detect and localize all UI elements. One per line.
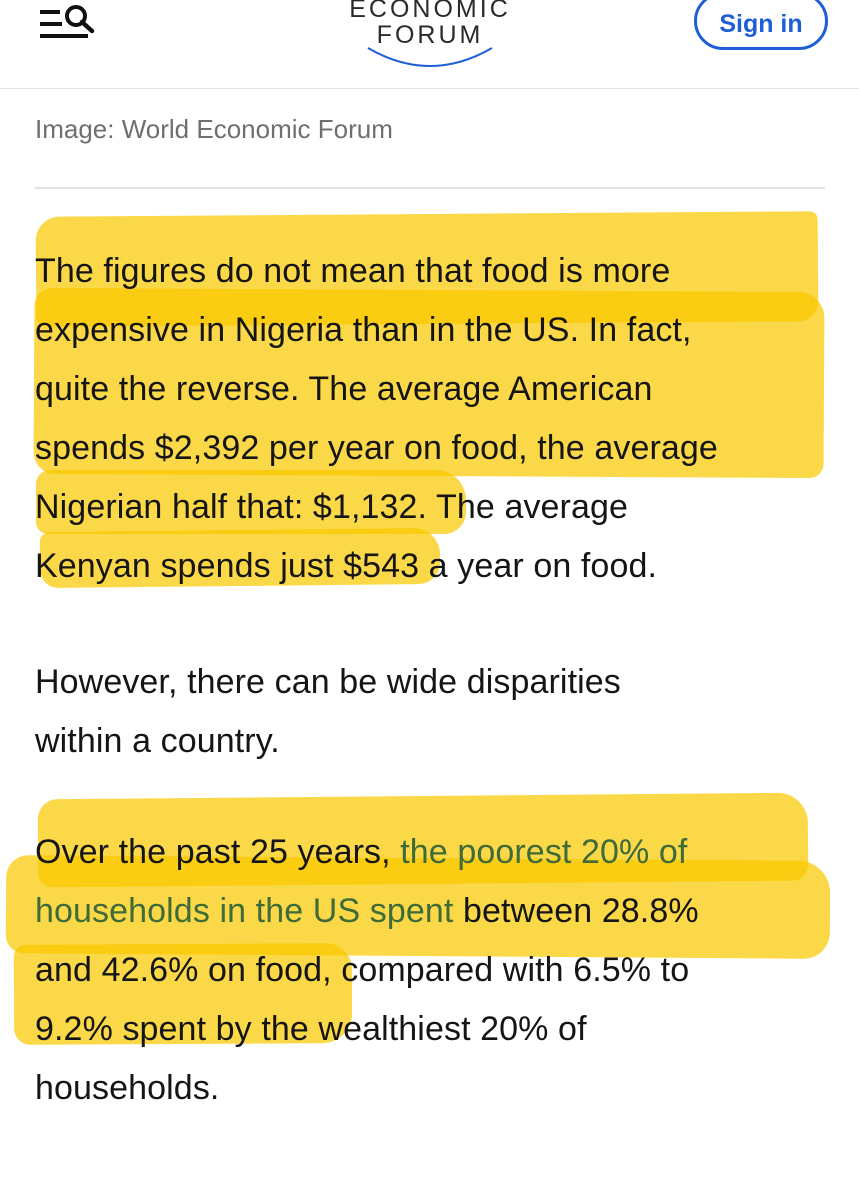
paragraph-text: Over the past 25 years, [35,833,401,871]
paragraph-line: expensive in Nigeria than in the US. In … [35,311,692,349]
paragraph-text: between 28.8% [453,892,699,930]
paragraph-line: Over the past 25 years, the poorest 20% … [35,823,835,882]
paragraph-line: Nigerian half that: $1,132. The average [35,488,629,526]
paragraph-line: within a country. [35,722,280,760]
site-header: ECONOMIC FORUM Sign in [0,0,859,89]
logo-text-forum: FORUM [376,21,484,49]
image-caption: Image: World Economic Forum [35,114,393,144]
menu-search-button[interactable] [36,0,106,50]
paragraph-line: 9.2% spent by the wealthiest 20% of [35,1010,587,1048]
paragraph-line: households in the US spent between 28.8% [35,882,835,941]
article-paragraph: However, there can be wide disparities w… [35,653,835,771]
source-link[interactable]: households in the US spent [35,892,454,930]
paragraph-line: and 42.6% on food, compared with 6.5% to [35,951,690,989]
paragraph-line: However, there can be wide disparities [35,663,621,701]
article-paragraph: The figures do not mean that food is mor… [35,242,835,596]
paragraph-line: households. [35,1069,220,1107]
sign-in-button[interactable]: Sign in [694,0,828,50]
logo-arc-icon [367,47,493,67]
paragraph-line: Kenyan spends just $543 a year on food. [35,547,658,585]
source-link[interactable]: the poorest 20% of [400,833,688,871]
menu-search-icon [40,5,95,38]
paragraph-line: quite the reverse. The average American [35,370,653,408]
logo-text-economic: ECONOMIC [349,0,511,23]
paragraph-line: spends $2,392 per year on food, the aver… [35,429,718,467]
divider [35,187,825,189]
highlight-mark [36,470,466,534]
wef-logo[interactable]: ECONOMIC FORUM [330,0,530,80]
article-paragraph: Over the past 25 years, the poorest 20% … [35,823,835,1118]
paragraph-line: The figures do not mean that food is mor… [35,252,671,290]
